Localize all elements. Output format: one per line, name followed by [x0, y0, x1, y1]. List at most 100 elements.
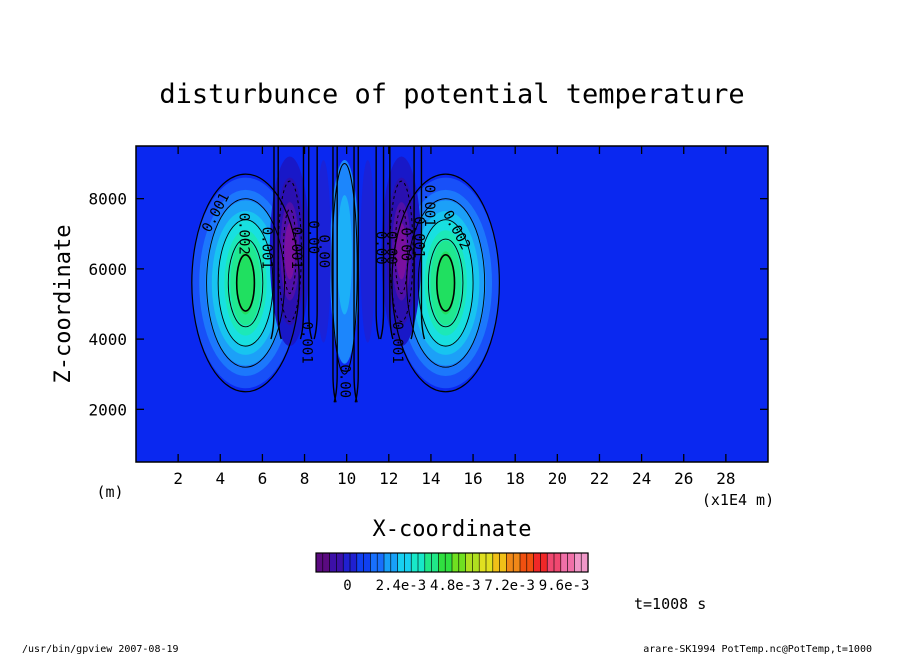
- colorbar-segment-16: [424, 552, 433, 573]
- central-warm-core: [337, 195, 352, 315]
- x-tick-label-2: 6: [258, 469, 268, 488]
- central-contour: [331, 163, 358, 375]
- x-unit-label: (m): [96, 483, 123, 501]
- time-label: t=1008 s: [634, 595, 706, 613]
- contour-label-9: 0.00: [383, 231, 399, 265]
- colorbar-segment-9: [376, 552, 385, 573]
- colorbar-segment-12: [397, 552, 406, 573]
- warm-contour-4-1: [436, 254, 456, 312]
- x-tick-label-11: 24: [632, 469, 651, 488]
- contour-label-3: 0.001: [288, 227, 304, 269]
- x-tick-label-0: 2: [173, 469, 183, 488]
- x-tick-label-12: 26: [674, 469, 693, 488]
- colorbar-segment-28: [506, 552, 514, 573]
- colorbar-segment-10: [383, 552, 392, 573]
- vertical-contour-0: [270, 146, 275, 340]
- vertical-contour-13: [420, 146, 426, 340]
- colorbar: [315, 552, 589, 573]
- contour-label-13: 0.001: [421, 185, 437, 227]
- colorbar-segment-17: [431, 552, 440, 573]
- negative-contour-1-1: [394, 208, 409, 294]
- x-tick-label-5: 12: [379, 469, 398, 488]
- x-tick-label-13: 28: [716, 469, 735, 488]
- colorbar-tick-label-0: 0: [343, 578, 351, 594]
- warm-contour-0-1: [391, 173, 500, 393]
- warm-contour-4-0: [235, 254, 256, 312]
- vertical-contour-1: [277, 146, 282, 340]
- colorbar-segment-18: [438, 552, 446, 573]
- y-axis-label: Z-coordinate: [51, 225, 76, 384]
- colorbar-segment-30: [519, 552, 528, 573]
- colorbar-tick-label-1: 2.4e-3: [376, 578, 427, 594]
- warm-contour-1-1: [406, 198, 486, 368]
- colorbar-segment-37: [567, 552, 575, 573]
- colorbar-tick-label-4: 9.6e-3: [539, 578, 590, 594]
- contour-label-10: 0.001: [389, 322, 405, 364]
- colorbar-segment-27: [499, 552, 508, 573]
- warm-contour-2-0: [217, 219, 274, 347]
- colorbar-segment-35: [553, 552, 562, 573]
- warm-contour-0-0: [191, 173, 300, 393]
- y-axis-ticks: 2000 4000 6000 8000: [88, 190, 768, 419]
- y-tick-label-2: 6000: [88, 260, 127, 279]
- colorbar-segment-1: [322, 552, 331, 573]
- colorbar-segment-26: [492, 552, 501, 573]
- x-axis-label: X-coordinate: [373, 517, 532, 542]
- negative-contour-0-0: [277, 180, 302, 323]
- colorbar-segment-25: [485, 552, 494, 573]
- colorbar-segment-7: [363, 552, 372, 573]
- x-tick-label-1: 4: [215, 469, 225, 488]
- cold-anomaly-level-3-1: [396, 223, 407, 280]
- chart-title: disturbunce of potential temperature: [159, 79, 744, 110]
- colorbar-tick-labels: 0 2.4e-3 4.8e-3 7.2e-3 9.6e-3: [343, 578, 589, 594]
- colorbar-segment-4: [342, 552, 351, 573]
- warm-contour-1-0: [206, 198, 285, 368]
- colorbar-tick-label-2: 4.8e-3: [430, 578, 481, 594]
- cold-anomaly-level-3-0: [284, 223, 296, 280]
- contour-lines: [191, 146, 500, 403]
- colorbar-segment-6: [356, 552, 365, 573]
- colorbar-segment-32: [533, 552, 541, 573]
- colorbar-segment-14: [410, 552, 419, 573]
- colorbar-tick-label-3: 7.2e-3: [484, 578, 535, 594]
- y-tick-label-0: 2000: [88, 400, 127, 419]
- colorbar-segment-36: [560, 552, 569, 573]
- plot-frame: [135, 145, 769, 463]
- x-tick-label-4: 10: [337, 469, 356, 488]
- colorbar-segment-29: [512, 552, 521, 573]
- vertical-contour-2: [299, 146, 305, 340]
- colorbar-segment-33: [540, 552, 548, 573]
- y-tick-label-3: 8000: [88, 190, 127, 209]
- negative-contour-0-1: [389, 180, 414, 323]
- vertical-contour-4: [313, 146, 318, 340]
- x-tick-label-6: 14: [421, 469, 440, 488]
- colorbar-segment-8: [370, 552, 378, 573]
- colorbar-segment-20: [451, 552, 460, 573]
- footer-left: /usr/bin/gpview 2007-08-19: [22, 644, 179, 654]
- colorbar-segment-2: [329, 552, 338, 573]
- warm-anomaly-level-7-0: [236, 251, 256, 315]
- contour-label-7: 0.00: [337, 364, 353, 398]
- x-tick-label-8: 18: [506, 469, 525, 488]
- colorbar-segment-23: [472, 552, 480, 573]
- vertical-contour-10: [379, 146, 385, 340]
- colorbar-segment-15: [417, 552, 426, 573]
- contour-label-5: 0.00: [315, 234, 331, 268]
- vertical-contour-8: [354, 146, 359, 403]
- colorbar-frame: [315, 552, 589, 573]
- negative-contour-1-0: [282, 208, 297, 294]
- contour-label-12: 0.001: [410, 216, 426, 258]
- footer-right: arare-SK1994_PotTemp.nc@PotTemp,t=1000: [643, 644, 872, 654]
- contour-label-1: 0.002: [235, 213, 251, 255]
- warm-contour-3-1: [427, 238, 464, 328]
- vertical-contour-12: [410, 146, 415, 340]
- plot-area: 0.001 0.002 0.001 0.001 0.000.000.0010.000.0…: [136, 146, 768, 462]
- warm-contour-3-0: [227, 238, 264, 328]
- x-tick-label-10: 22: [590, 469, 609, 488]
- colorbar-segment-39: [580, 552, 589, 573]
- vertical-contour-3: [308, 146, 313, 340]
- colorbar-segment-34: [546, 552, 555, 573]
- x-scale-note: (x1E4 m): [702, 491, 774, 509]
- x-tick-label-3: 8: [300, 469, 310, 488]
